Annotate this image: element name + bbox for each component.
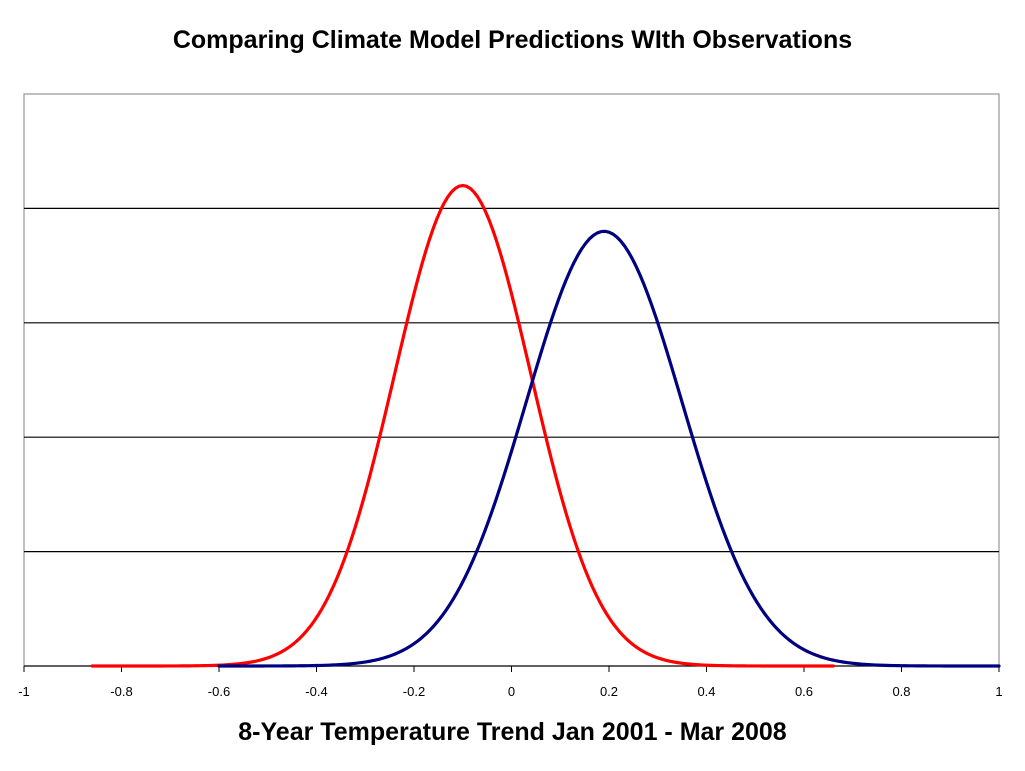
x-tick-label: -0.2: [403, 684, 425, 699]
series-line-1: [90, 183, 835, 668]
x-tick-label: -0.8: [110, 684, 132, 699]
grid-layer: [24, 207, 999, 553]
x-axis: -1 -0.8 -0.6 -0.4 -0.2 0 0.2 0.4 0.6 0.8 1: [18, 665, 1003, 699]
x-tick-label: -1: [18, 684, 30, 699]
x-axis-label: 8-Year Temperature Trend Jan 2001 - Mar …: [238, 718, 787, 746]
x-tick-label: -0.4: [305, 684, 327, 699]
x-tick-label: 0.8: [892, 684, 910, 699]
series-line-2: [217, 229, 1001, 668]
x-tick-label: 0.2: [600, 684, 618, 699]
x-tick-label: 1: [995, 684, 1002, 699]
x-tick-label: -0.6: [208, 684, 230, 699]
x-tick-label: 0.6: [795, 684, 813, 699]
x-tick-label: 0.4: [697, 684, 715, 699]
chart-title: Comparing Climate Model Predictions WIth…: [172, 26, 853, 54]
plot-area-frame: [23, 93, 1000, 667]
x-tick-label: 0: [508, 684, 515, 699]
series-layer: [90, 183, 1001, 668]
